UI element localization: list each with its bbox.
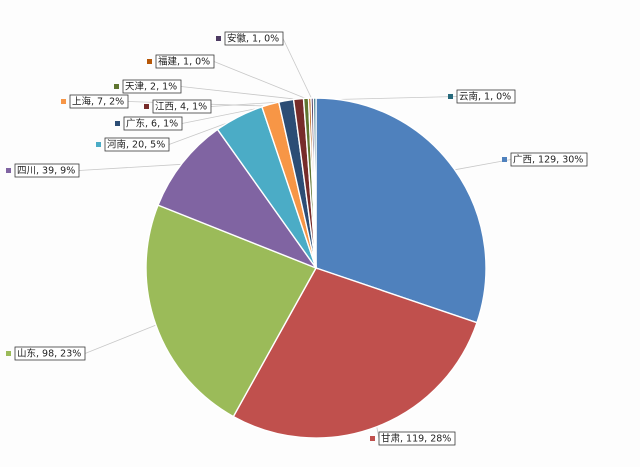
data-label-2: 甘肃, 119, 28% <box>370 431 456 446</box>
pie-slice-4 <box>157 128 318 270</box>
data-label-box <box>122 79 182 94</box>
legend-key <box>114 84 119 89</box>
data-label-box <box>155 54 215 69</box>
data-label-8: 江西, 4, 1% <box>144 99 212 114</box>
data-label-text: 上海, 7, 2% <box>72 96 124 108</box>
leader-line <box>452 159 512 171</box>
data-label-text: 山东, 98, 23% <box>17 348 81 360</box>
pie-slice-1 <box>315 97 487 324</box>
legend-key <box>502 157 507 162</box>
data-label-text: 安徽, 1, 0% <box>227 33 279 45</box>
legend-key <box>115 121 120 126</box>
pie-slice-3 <box>145 204 317 418</box>
leader-line <box>78 163 184 171</box>
data-label-box <box>104 137 170 152</box>
data-label-10: 福建, 1, 0% <box>147 54 215 69</box>
legend-key <box>6 351 11 356</box>
leader-line <box>282 38 313 101</box>
leader-line <box>213 61 310 101</box>
data-label-box <box>69 94 129 109</box>
data-label-text: 江西, 4, 1% <box>155 102 207 113</box>
data-label-box <box>123 116 183 131</box>
data-label-6: 上海, 7, 2% <box>61 94 129 109</box>
legend-key <box>96 142 101 147</box>
legend-key <box>144 104 149 109</box>
data-label-box <box>14 163 80 178</box>
data-label-text: 四川, 39, 9% <box>17 166 75 177</box>
data-label-7: 广东, 6, 1% <box>115 116 183 131</box>
data-label-box <box>14 346 86 361</box>
data-label-text: 河南, 20, 5% <box>107 139 165 151</box>
legend-key <box>147 59 152 64</box>
data-label-text: 甘肃, 119, 28% <box>381 433 451 445</box>
pie-slice-12 <box>312 97 317 269</box>
leader-line <box>84 324 158 354</box>
data-label-5: 河南, 20, 5% <box>96 137 170 152</box>
data-label-1: 广西, 129, 30% <box>502 152 588 167</box>
data-label-text: 云南, 1, 0% <box>459 91 511 103</box>
legend-key <box>448 94 453 99</box>
data-label-text: 天津, 2, 1% <box>125 82 177 93</box>
legend-key <box>216 36 221 41</box>
legend-key <box>370 436 375 441</box>
data-label-text: 广东, 6, 1% <box>126 118 178 130</box>
data-label-12: 云南, 1, 0% <box>448 89 516 104</box>
legend-key <box>61 99 66 104</box>
pie-slice-2 <box>232 267 478 439</box>
leader-line <box>180 86 307 101</box>
data-label-box <box>378 431 456 446</box>
legend-key <box>6 168 11 173</box>
data-label-4: 四川, 39, 9% <box>6 163 80 178</box>
data-label-text: 福建, 1, 0% <box>158 56 210 68</box>
data-label-11: 安徽, 1, 0% <box>216 31 284 46</box>
data-label-9: 天津, 2, 1% <box>114 79 182 94</box>
data-label-text: 广西, 129, 30% <box>513 154 583 166</box>
data-label-box <box>510 152 588 167</box>
data-label-box <box>456 89 516 104</box>
data-label-box <box>224 31 284 46</box>
data-label-box <box>152 99 212 114</box>
data-label-3: 山东, 98, 23% <box>6 346 86 361</box>
